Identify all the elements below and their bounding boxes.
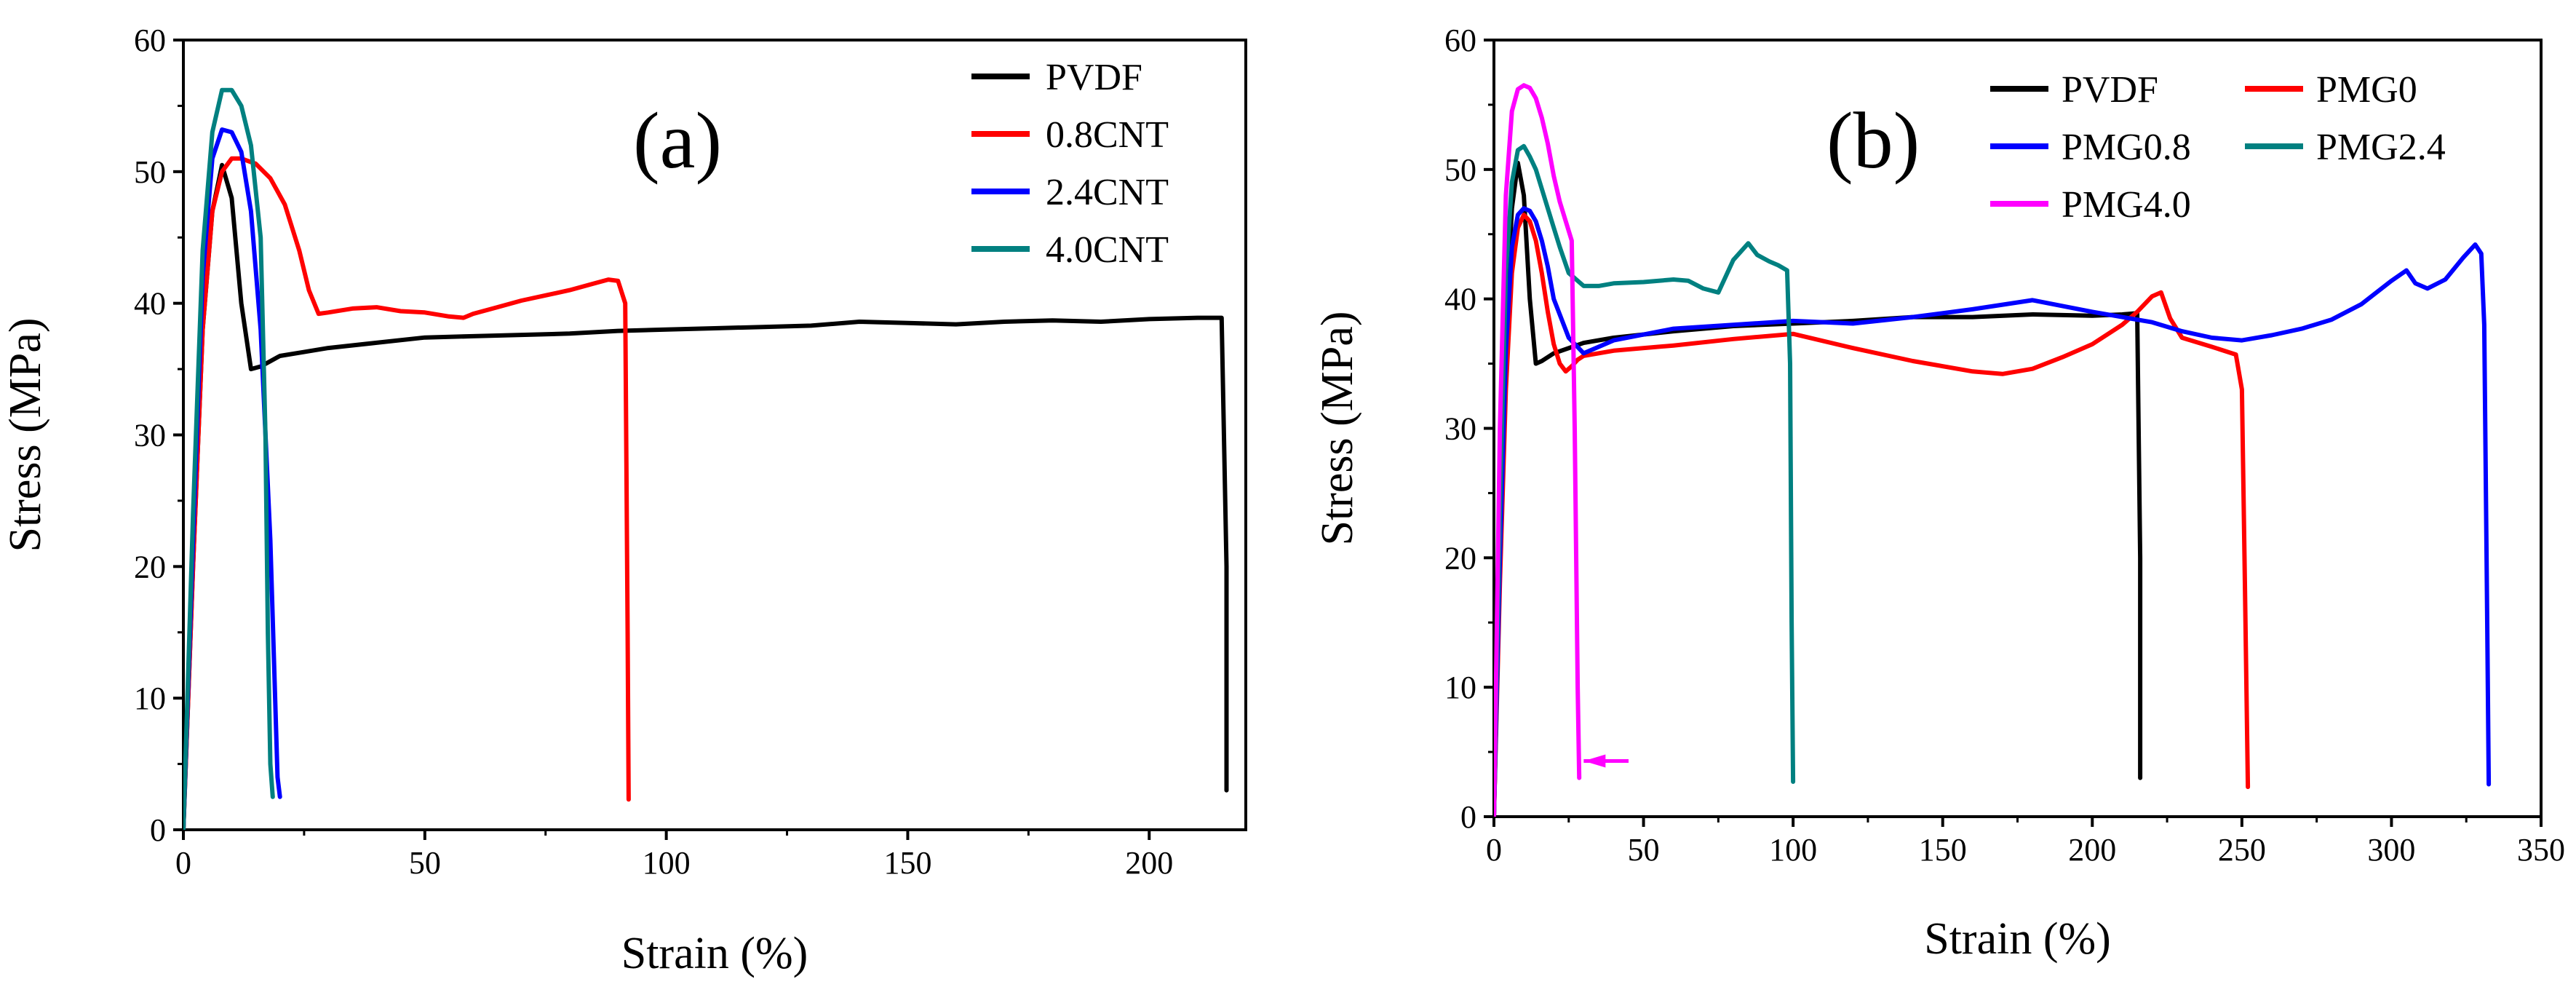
y-tick-label: 50: [1444, 152, 1476, 188]
legend-label: PMG2.4: [2316, 127, 2446, 168]
legend-label: 0.8CNT: [1046, 114, 1169, 156]
x-tick-label: 200: [2068, 832, 2116, 868]
y-tick-label: 40: [134, 286, 166, 322]
series-line-pvdf: [183, 162, 1229, 830]
x-tick-label: 50: [409, 845, 441, 881]
series-line-0-8cnt: [183, 156, 631, 830]
y-tick-label: 20: [134, 549, 166, 584]
x-tick-label: 200: [1125, 845, 1173, 881]
legend-label: PMG4.0: [2062, 184, 2191, 226]
legend-label: PVDF: [2062, 69, 2158, 111]
series-line-pmg0: [1494, 213, 2251, 817]
y-tick-label: 60: [1444, 23, 1476, 58]
x-tick-label: 0: [1486, 832, 1502, 868]
series-line-pmg4-0: [1494, 83, 1582, 817]
x-tick-label: 0: [175, 845, 191, 881]
x-axis-label: Strain (%): [621, 929, 808, 978]
y-tick-label: 40: [1444, 282, 1476, 317]
x-axis-label: Strain (%): [1924, 914, 2111, 964]
legend-label: 2.4CNT: [1046, 172, 1169, 213]
legend-label: PMG0: [2316, 69, 2417, 111]
legend-label: PVDF: [1046, 57, 1142, 98]
panel-label: (b): [1826, 96, 1920, 185]
panel-label: (a): [633, 96, 722, 185]
x-tick-label: 150: [883, 845, 931, 881]
y-tick-label: 30: [1444, 411, 1476, 447]
y-tick-label: 0: [1460, 799, 1476, 835]
annotation-arrow-head: [1583, 754, 1606, 768]
x-tick-label: 100: [1769, 832, 1817, 868]
x-tick-label: 250: [2218, 832, 2266, 868]
x-tick-label: 150: [1919, 832, 1967, 868]
legend-label: PMG0.8: [2062, 127, 2191, 168]
legend-label: 4.0CNT: [1046, 229, 1169, 271]
y-tick-label: 10: [1444, 670, 1476, 705]
y-tick-label: 30: [134, 418, 166, 453]
series-line-pvdf: [1494, 160, 2143, 817]
x-tick-label: 100: [643, 845, 691, 881]
x-tick-label: 300: [2367, 832, 2415, 868]
x-tick-label: 350: [2517, 832, 2565, 868]
series-line-pmg2-4: [1494, 143, 1796, 817]
x-tick-label: 50: [1628, 832, 1660, 868]
y-tick-label: 0: [150, 812, 166, 848]
series-line-pmg0-8: [1494, 206, 2492, 817]
y-tick-label: 20: [1444, 540, 1476, 576]
y-tick-label: 60: [134, 23, 166, 58]
y-axis-label: Stress (MPa): [1, 317, 50, 552]
series-line-4-0cnt: [183, 87, 275, 830]
y-tick-label: 50: [134, 154, 166, 190]
y-axis-label: Stress (MPa): [1313, 311, 1362, 545]
y-tick-label: 10: [134, 681, 166, 716]
